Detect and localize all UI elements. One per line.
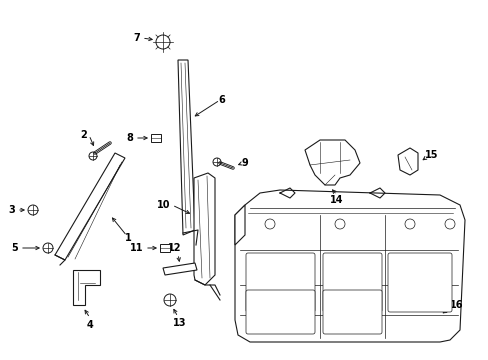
Text: 7: 7 — [133, 33, 140, 43]
Text: 14: 14 — [329, 195, 343, 205]
Polygon shape — [235, 205, 244, 245]
Bar — [160, 244, 170, 252]
Text: 15: 15 — [424, 150, 438, 160]
Polygon shape — [305, 140, 359, 185]
Polygon shape — [73, 270, 100, 305]
Polygon shape — [163, 263, 197, 275]
Text: 1: 1 — [125, 233, 131, 243]
Polygon shape — [178, 60, 195, 235]
Bar — [151, 134, 161, 142]
Text: 6: 6 — [218, 95, 224, 105]
Text: 9: 9 — [242, 158, 248, 168]
Text: 5: 5 — [11, 243, 18, 253]
Text: 3: 3 — [8, 205, 15, 215]
Polygon shape — [194, 173, 215, 285]
Text: 2: 2 — [80, 130, 87, 140]
Polygon shape — [55, 153, 125, 260]
FancyBboxPatch shape — [245, 253, 314, 312]
FancyBboxPatch shape — [245, 290, 314, 334]
FancyBboxPatch shape — [323, 290, 381, 334]
Polygon shape — [235, 190, 464, 342]
Text: 11: 11 — [129, 243, 142, 253]
Text: 4: 4 — [86, 320, 93, 330]
Text: 12: 12 — [168, 243, 182, 253]
FancyBboxPatch shape — [387, 253, 451, 312]
Text: 13: 13 — [173, 318, 186, 328]
Text: 8: 8 — [126, 133, 133, 143]
Text: 10: 10 — [156, 200, 170, 210]
FancyBboxPatch shape — [323, 253, 381, 312]
Text: 16: 16 — [449, 300, 463, 310]
Polygon shape — [397, 148, 417, 175]
